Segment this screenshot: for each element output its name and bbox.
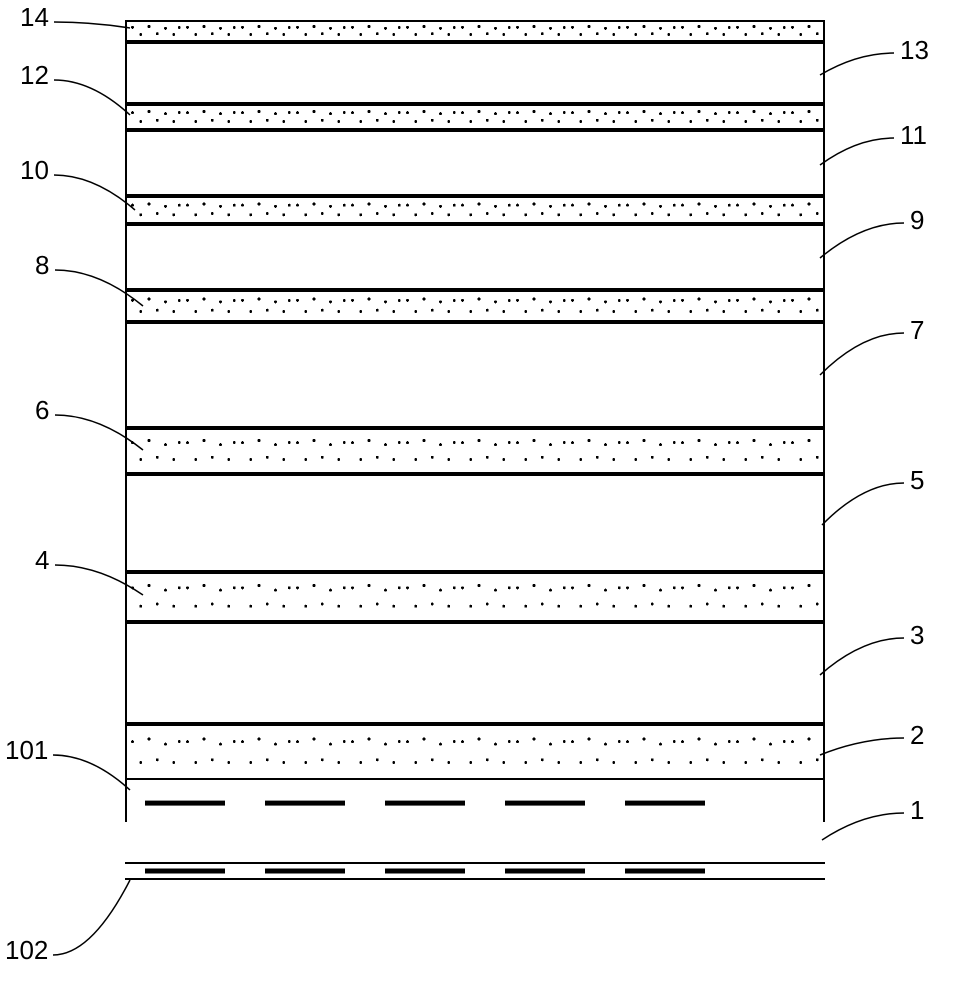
- layer-9: [125, 224, 825, 290]
- label-9: 9: [910, 205, 924, 236]
- label-14: 14: [20, 2, 49, 33]
- layer-11: [125, 130, 825, 196]
- layer-101: [125, 780, 825, 822]
- label-13: 13: [900, 35, 929, 66]
- label-10: 10: [20, 155, 49, 186]
- layer-4: [125, 572, 825, 622]
- label-12: 12: [20, 60, 49, 91]
- layer-10: [125, 196, 825, 224]
- label-102: 102: [5, 935, 48, 966]
- label-8: 8: [35, 250, 49, 281]
- layer-2: [125, 724, 825, 780]
- layer-12: [125, 104, 825, 130]
- label-11: 11: [900, 120, 927, 151]
- label-3: 3: [910, 620, 924, 651]
- layer-7: [125, 322, 825, 428]
- layer-5: [125, 474, 825, 572]
- label-1: 1: [910, 795, 924, 826]
- layer-13: [125, 42, 825, 104]
- label-2: 2: [910, 720, 924, 751]
- layer-3: [125, 622, 825, 724]
- layer-8: [125, 290, 825, 322]
- layer-102: [125, 862, 825, 880]
- label-4: 4: [35, 545, 49, 576]
- label-101: 101: [5, 735, 48, 766]
- label-5: 5: [910, 465, 924, 496]
- label-6: 6: [35, 395, 49, 426]
- layer-14: [125, 20, 825, 42]
- label-7: 7: [910, 315, 924, 346]
- layer-6: [125, 428, 825, 474]
